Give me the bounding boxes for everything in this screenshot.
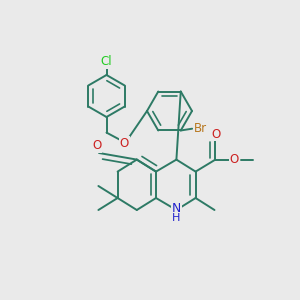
Text: O: O (120, 136, 129, 150)
Text: O: O (92, 139, 101, 152)
Text: Br: Br (194, 122, 207, 135)
Text: O: O (230, 153, 238, 166)
Text: H: H (172, 213, 181, 224)
Text: N: N (172, 202, 181, 215)
Text: Cl: Cl (101, 55, 112, 68)
Text: O: O (211, 128, 220, 141)
